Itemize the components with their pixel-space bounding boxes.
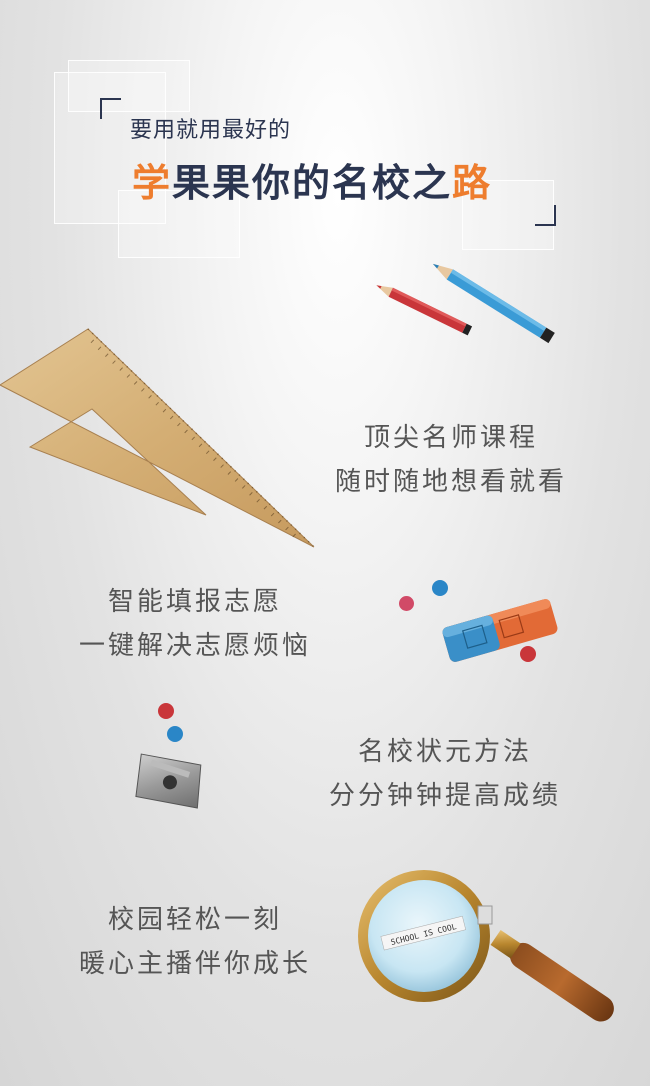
header-title-part3: 路 [452,160,493,205]
header-frame-small [68,60,190,112]
corner-top-left-icon [100,98,121,119]
feature-2: 智能填报志愿 一键解决志愿烦恼 [60,580,330,668]
header-title-part2: 果果你的名校之 [172,160,453,205]
decor-dot-red [520,646,536,662]
decor-dot-blue-2 [167,726,183,742]
header-subtitle: 要用就用最好的 [130,118,292,143]
feature-2-line2: 一键解决志愿烦恼 [78,631,311,661]
decor-dot-pink [399,596,414,611]
feature-1-line2: 随时随地想看就看 [334,467,567,497]
feature-3: 名校状元方法 分分钟钟提高成绩 [310,730,580,818]
pencil-blue-icon [432,263,555,344]
header-frame-right [462,180,554,250]
feature-2-line1: 智能填报志愿 [107,587,282,617]
decor-dot-blue [432,580,448,596]
triangle-ruler-icon [0,328,315,548]
header-frame-bottom [118,190,240,258]
pencil-red-icon [376,285,473,336]
feature-1-line1: 顶尖名师课程 [363,423,538,453]
feature-3-line2: 分分钟钟提高成绩 [328,781,561,811]
magnifying-glass-icon: SCHOOL IS COOL [358,870,614,1022]
feature-1: 顶尖名师课程 随时随地想看就看 [316,416,586,504]
feature-3-line1: 名校状元方法 [357,737,532,767]
header-title-part1: 学 [132,160,173,205]
corner-bottom-right-icon [535,205,556,226]
eraser-icon [442,598,558,662]
feature-4: 校园轻松一刻 暖心主播伴你成长 [60,898,330,986]
sharpener-icon [135,753,202,809]
header-frame-back [54,72,166,224]
feature-4-line2: 暖心主播伴你成长 [78,949,311,979]
decor-dot-red-2 [158,703,174,719]
header-title: 学果果你的名校之路 [132,152,492,207]
feature-4-line1: 校园轻松一刻 [107,905,282,935]
